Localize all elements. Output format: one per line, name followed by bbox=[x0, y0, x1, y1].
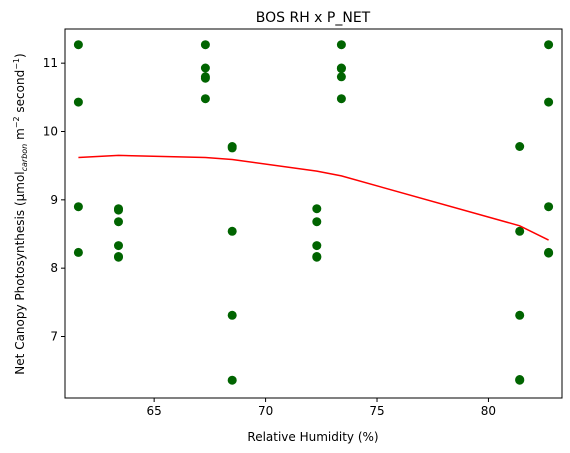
x-axis: 65 70 75 80 bbox=[147, 398, 496, 418]
data-point bbox=[336, 94, 346, 104]
data-point bbox=[73, 247, 83, 257]
y-axis-label-sup1: −2 bbox=[12, 116, 21, 128]
data-point bbox=[336, 72, 346, 82]
data-point bbox=[227, 143, 237, 153]
y-axis-label-main: Net Canopy Photosynthesis (µmol bbox=[13, 171, 27, 374]
y-tick-label: 11 bbox=[43, 56, 58, 70]
data-point bbox=[515, 310, 525, 320]
plot-marks bbox=[73, 40, 554, 385]
trend-line bbox=[78, 154, 549, 241]
y-tick-label: 9 bbox=[50, 193, 58, 207]
y-axis-label-sub: carbon bbox=[20, 144, 29, 172]
data-point bbox=[114, 205, 123, 215]
y-axis-label-sup2: −1 bbox=[12, 58, 21, 70]
data-point bbox=[336, 40, 346, 50]
data-point bbox=[73, 40, 83, 50]
data-point bbox=[312, 252, 322, 262]
y-axis-label-unit1: m bbox=[13, 128, 27, 144]
x-tick-label: 80 bbox=[481, 404, 496, 418]
x-tick-label: 75 bbox=[369, 404, 384, 418]
y-axis-label-unit2: second bbox=[13, 70, 27, 117]
y-axis-label-close: ) bbox=[13, 53, 27, 58]
data-point bbox=[544, 40, 554, 50]
data-point bbox=[227, 310, 237, 320]
x-tick-label: 70 bbox=[258, 404, 273, 418]
plot-frame bbox=[64, 28, 563, 399]
data-point bbox=[515, 226, 525, 236]
y-axis: 7 8 9 10 11 bbox=[43, 56, 65, 344]
data-point bbox=[312, 204, 322, 214]
data-point bbox=[544, 248, 554, 258]
y-tick-label: 10 bbox=[43, 125, 58, 139]
data-point bbox=[73, 97, 83, 107]
data-point bbox=[114, 217, 123, 227]
data-point bbox=[515, 375, 525, 385]
y-axis-label: Net Canopy Photosynthesis (µmolcarbon m−… bbox=[12, 53, 29, 374]
data-point bbox=[312, 217, 322, 227]
data-point bbox=[114, 241, 123, 251]
data-point bbox=[544, 97, 554, 107]
y-tick-label: 7 bbox=[50, 330, 58, 344]
x-tick-label: 65 bbox=[147, 404, 162, 418]
x-axis-label: Relative Humidity (%) bbox=[247, 430, 378, 444]
data-point bbox=[200, 40, 210, 50]
data-point bbox=[200, 73, 210, 83]
data-point bbox=[312, 241, 322, 251]
data-point bbox=[227, 375, 237, 385]
data-point bbox=[73, 202, 83, 212]
data-point bbox=[544, 202, 554, 212]
data-point bbox=[114, 252, 123, 262]
data-point bbox=[200, 94, 210, 104]
data-point bbox=[200, 63, 210, 73]
data-point bbox=[515, 142, 525, 151]
data-point bbox=[227, 226, 237, 236]
y-tick-label: 8 bbox=[50, 261, 58, 275]
data-point bbox=[336, 64, 346, 74]
chart-title: BOS RH x P_NET bbox=[256, 10, 371, 26]
